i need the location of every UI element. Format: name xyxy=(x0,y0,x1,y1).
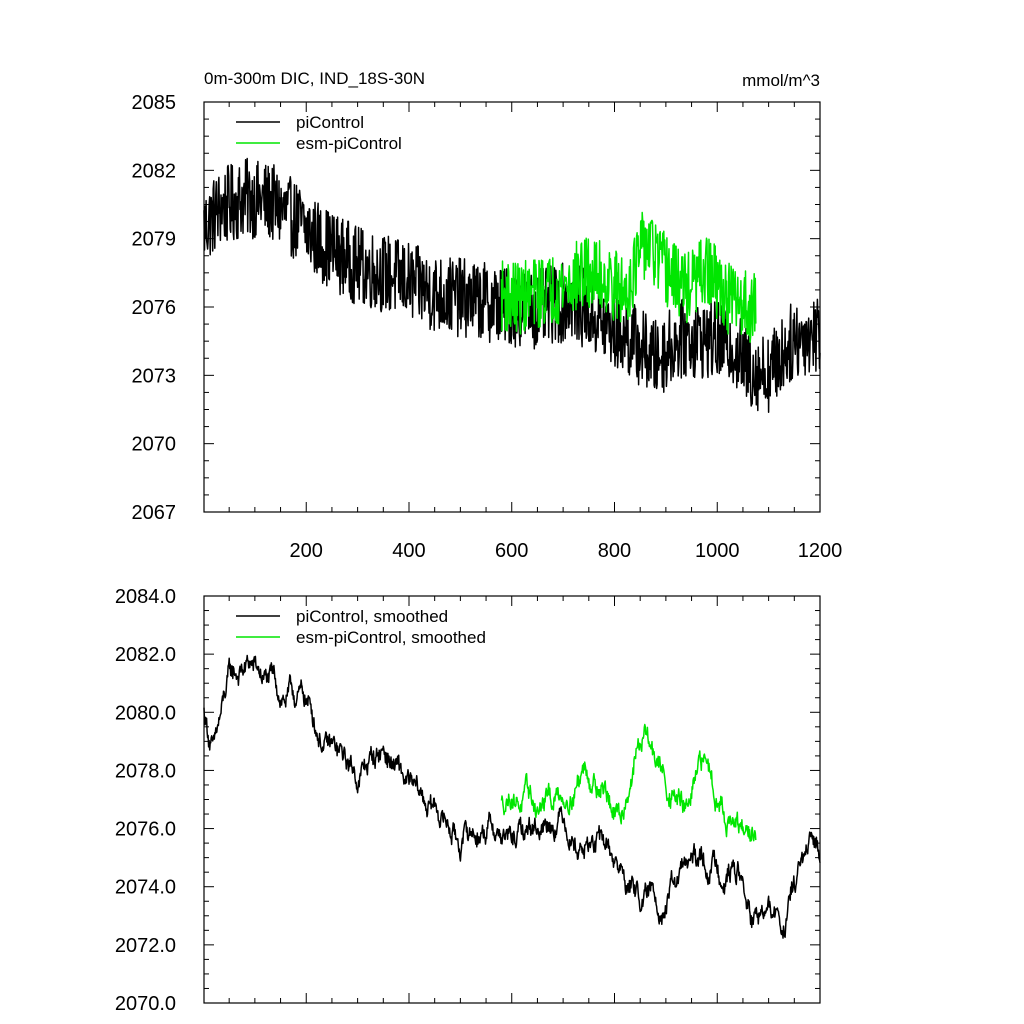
y-tick-label: 2072.0 xyxy=(115,935,176,957)
y-tick-label: 2070.0 xyxy=(115,993,176,1015)
x-tick-label: 600 xyxy=(495,540,528,562)
legend-label: piControl, smoothed xyxy=(296,607,448,626)
x-tick-label: 1200 xyxy=(798,540,843,562)
y-tick-label: 2079 xyxy=(132,229,177,251)
legend-label: piControl xyxy=(296,113,364,132)
bottom-panel: 2070.0 2072.0 2074.0 2076.0 2078.0 2080.0 2082… xyxy=(115,586,821,1015)
y-tick-label: 2082 xyxy=(132,160,177,182)
y-tick-label: 2076.0 xyxy=(115,819,176,841)
legend-label: esm-piControl, smoothed xyxy=(296,628,486,647)
y-tick-label: 2085 xyxy=(132,92,177,114)
x-tick-label: 200 xyxy=(290,540,323,562)
y-tick-label: 2082.0 xyxy=(115,644,176,666)
y-tick-label: 2070 xyxy=(132,434,177,456)
y-tick-label: 2074.0 xyxy=(115,877,176,899)
y-tick-label: 2078.0 xyxy=(115,760,176,782)
y-tick-label: 2073 xyxy=(132,365,177,387)
x-tick-label: 1000 xyxy=(695,540,740,562)
y-tick-label: 2080.0 xyxy=(115,702,176,724)
x-tick-label: 800 xyxy=(598,540,631,562)
series-line-picontrol-smoothed xyxy=(203,654,821,939)
chart-title: 0m-300m DIC, IND_18S-30N xyxy=(204,69,425,88)
x-tick-label: 400 xyxy=(392,540,425,562)
y-tick-label: 2076 xyxy=(132,297,177,319)
y-tick-label: 2084.0 xyxy=(115,586,176,608)
units-label: mmol/m^3 xyxy=(742,71,820,90)
legend-label: esm-piControl xyxy=(296,134,402,153)
series-line-esm-picontrol-smoothed xyxy=(500,723,757,842)
series-line-esm-picontrol xyxy=(500,211,757,343)
top-panel: 2067 2070 2073 2076 2079 2082 2085 200 400 600 800… xyxy=(132,92,843,562)
y-tick-label: 2067 xyxy=(132,502,177,524)
